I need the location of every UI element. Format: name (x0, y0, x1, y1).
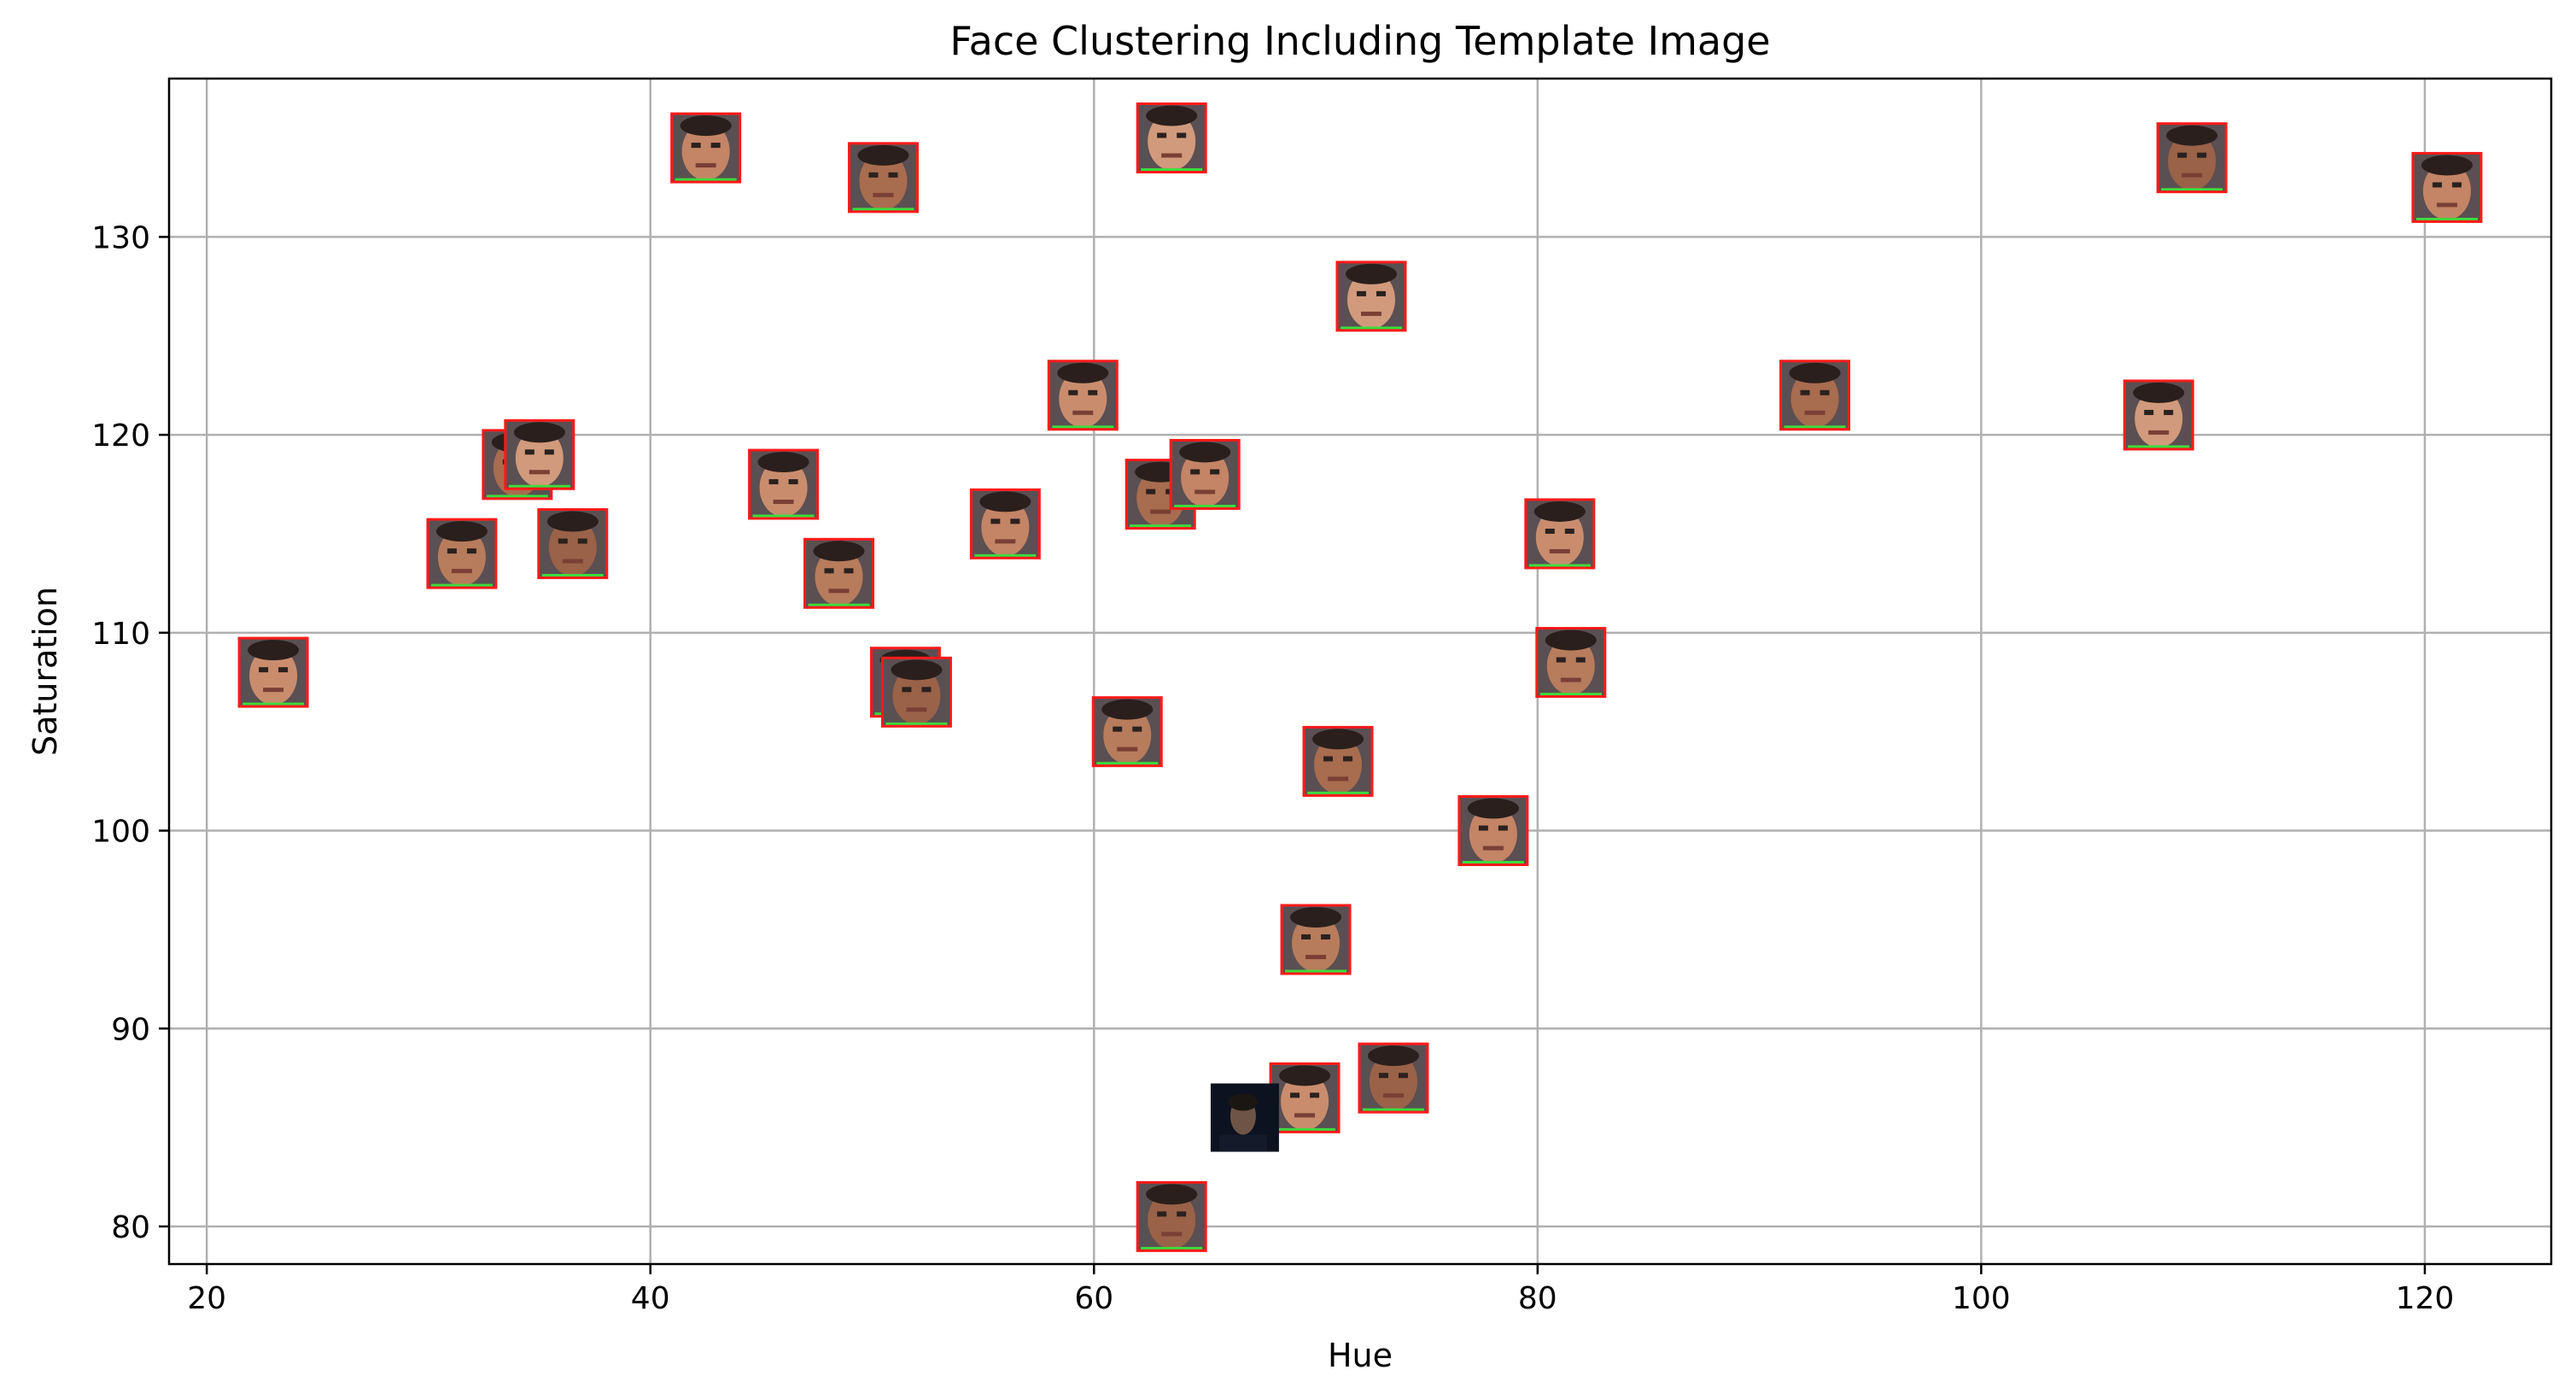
face-point (1091, 696, 1163, 768)
face-point (670, 112, 742, 184)
face-point (1169, 438, 1241, 510)
face-point (237, 636, 309, 708)
y-tick-label: 100 (91, 815, 150, 850)
x-axis-label: Hue (1328, 1337, 1393, 1374)
y-tick-label: 120 (91, 419, 150, 454)
face-point (2156, 122, 2228, 194)
face-point (1136, 102, 1207, 174)
face-point (969, 488, 1041, 559)
x-tick-label: 100 (1952, 1281, 2011, 1316)
face-point (803, 537, 875, 609)
face-point (1524, 498, 1596, 570)
face-point (1779, 360, 1851, 431)
x-tick-label: 120 (2396, 1281, 2455, 1316)
face-point (847, 142, 919, 214)
x-tick-label: 60 (1074, 1281, 1113, 1316)
axis-ticks: 20 40 60 80 100 120 80 90 100 110 120 130 (91, 220, 2454, 1316)
x-tick-label: 80 (1518, 1281, 1557, 1316)
plot-frame (167, 77, 2553, 1266)
y-tick-label: 90 (111, 1012, 150, 1047)
face-point (2411, 151, 2483, 223)
face-point (1047, 360, 1119, 431)
x-tick-label: 40 (631, 1281, 670, 1316)
chart-title: Face Clustering Including Template Image (949, 18, 1770, 64)
face-point (748, 448, 820, 520)
face-point (1269, 1062, 1341, 1133)
face-point (1457, 795, 1529, 867)
face-point (1136, 1180, 1207, 1252)
data-points (237, 102, 2483, 1252)
y-tick-label: 130 (91, 220, 150, 255)
x-tick-label: 20 (187, 1281, 226, 1316)
template-face-point (1210, 1083, 1279, 1152)
face-point (1358, 1042, 1429, 1114)
y-axis-label: Saturation (26, 587, 64, 756)
y-tick-label: 110 (91, 617, 150, 652)
face-point (504, 419, 575, 490)
face-point (426, 518, 498, 589)
face-point (880, 656, 952, 728)
face-point (1535, 627, 1607, 699)
face-point (1302, 725, 1374, 797)
face-point (1335, 260, 1407, 332)
face-point (537, 508, 609, 580)
face-point (1280, 904, 1352, 975)
y-tick-label: 80 (111, 1210, 150, 1245)
face-point (2123, 379, 2194, 451)
